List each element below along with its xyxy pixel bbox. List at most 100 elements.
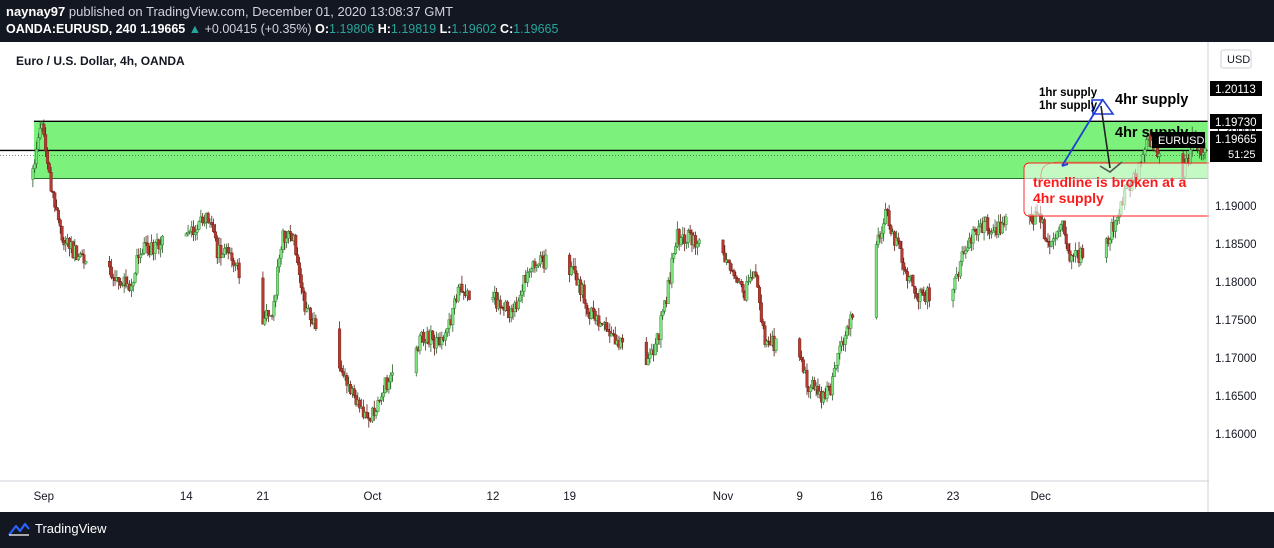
candle[interactable] [591, 307, 595, 312]
candle[interactable] [80, 253, 84, 255]
candle[interactable] [1203, 148, 1207, 153]
candle[interactable] [896, 237, 900, 242]
candle[interactable] [915, 293, 919, 298]
trendline[interactable] [1061, 98, 1104, 167]
candle[interactable] [659, 315, 663, 340]
candle[interactable] [1145, 139, 1149, 151]
candle[interactable] [49, 172, 53, 192]
candle[interactable] [387, 381, 391, 390]
candle[interactable] [352, 388, 356, 396]
candle[interactable] [1053, 237, 1057, 239]
candle[interactable] [527, 271, 531, 273]
candle[interactable] [380, 396, 384, 401]
candle[interactable] [606, 329, 610, 332]
candle[interactable] [414, 347, 418, 373]
candle[interactable] [274, 294, 278, 302]
candle[interactable] [314, 318, 318, 330]
candle[interactable] [1000, 222, 1004, 234]
candle[interactable] [47, 163, 51, 173]
candle[interactable] [423, 342, 427, 344]
candle[interactable] [389, 374, 393, 383]
candle[interactable] [440, 337, 444, 346]
candle[interactable] [285, 238, 289, 243]
candle[interactable] [544, 254, 548, 269]
candle[interactable] [582, 284, 586, 304]
candle[interactable] [159, 244, 163, 250]
candle[interactable] [661, 311, 665, 316]
candle[interactable] [677, 229, 681, 245]
candle[interactable] [619, 337, 623, 348]
candle[interactable] [498, 299, 502, 308]
candle[interactable] [82, 254, 86, 264]
candle[interactable] [139, 254, 143, 259]
candle[interactable] [58, 219, 62, 227]
candle[interactable] [230, 252, 234, 261]
candle[interactable] [674, 246, 678, 254]
candle[interactable] [206, 212, 210, 223]
candle[interactable] [135, 255, 139, 274]
currency-button[interactable] [1220, 49, 1252, 69]
candle[interactable] [77, 256, 81, 261]
candle[interactable] [882, 223, 886, 234]
candle[interactable] [1062, 220, 1066, 235]
candle[interactable] [540, 255, 544, 258]
candle[interactable] [958, 261, 962, 277]
annotation-1hr-supply-b[interactable]: 1hr supply [1039, 100, 1098, 112]
candle[interactable] [977, 226, 981, 236]
candle[interactable] [133, 273, 137, 283]
candle[interactable] [491, 297, 495, 300]
candle[interactable] [973, 228, 977, 231]
candle[interactable] [801, 359, 805, 373]
candle[interactable] [288, 231, 292, 235]
candle[interactable] [653, 343, 657, 356]
candle[interactable] [153, 242, 157, 254]
candle[interactable] [36, 137, 40, 150]
candle[interactable] [1050, 241, 1054, 247]
candle[interactable] [599, 323, 603, 327]
candle[interactable] [517, 300, 521, 309]
candle[interactable] [880, 232, 884, 239]
candle[interactable] [726, 259, 730, 264]
candle[interactable] [646, 358, 650, 365]
candle[interactable] [219, 245, 223, 258]
candle[interactable] [522, 275, 526, 292]
candle[interactable] [670, 258, 674, 284]
candle[interactable] [812, 380, 816, 390]
candle[interactable] [277, 258, 281, 268]
candle[interactable] [684, 242, 688, 244]
candle[interactable] [745, 281, 749, 301]
annotation-4hr-supply-a[interactable]: 4hr supply [1115, 92, 1188, 108]
candle[interactable] [644, 341, 648, 365]
author-name[interactable]: naynay97 [6, 4, 66, 19]
candle[interactable] [747, 281, 751, 283]
candle[interactable] [374, 411, 378, 416]
annotation-trendline-broken[interactable]: trendline is broken at a [1033, 174, 1186, 190]
candle[interactable] [391, 372, 395, 376]
candle[interactable] [301, 287, 305, 293]
candle[interactable] [213, 231, 217, 239]
candle[interactable] [500, 307, 504, 309]
candle[interactable] [694, 235, 698, 248]
candle[interactable] [666, 280, 670, 304]
candle[interactable] [568, 254, 572, 276]
candle[interactable] [688, 229, 692, 233]
candle[interactable] [55, 206, 59, 211]
candle[interactable] [535, 265, 539, 268]
candle[interactable] [111, 277, 115, 279]
candle[interactable] [51, 191, 55, 193]
candle[interactable] [679, 237, 683, 245]
candle[interactable] [261, 277, 265, 325]
candle[interactable] [851, 314, 855, 318]
candle[interactable] [966, 247, 970, 251]
candle[interactable] [108, 261, 112, 268]
candle[interactable] [445, 328, 449, 333]
candle[interactable] [38, 128, 42, 138]
candle[interactable] [739, 281, 743, 285]
candle[interactable] [345, 375, 349, 386]
candle[interactable] [286, 231, 290, 239]
candle[interactable] [904, 269, 908, 272]
tradingview-logo[interactable]: TradingView [8, 521, 107, 536]
candle[interactable] [907, 276, 911, 281]
candle[interactable] [604, 322, 608, 330]
candle[interactable] [33, 163, 37, 169]
